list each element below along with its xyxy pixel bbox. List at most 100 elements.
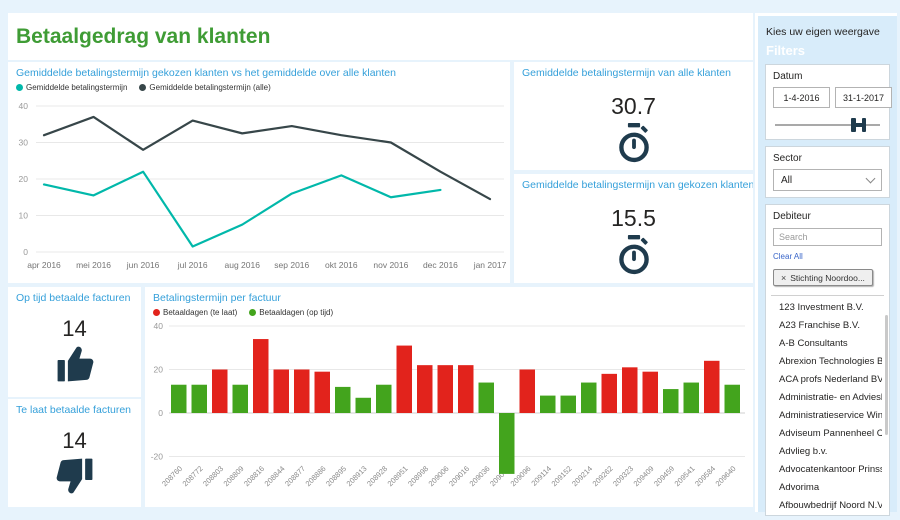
svg-text:208877: 208877 — [283, 464, 307, 488]
debiteur-list-item[interactable]: A-B Consultants — [779, 338, 848, 349]
legend-item: Betaaldagen (op tijd) — [249, 308, 333, 317]
selected-debiteur-chip[interactable]: × Stichting Noordoo... — [773, 269, 873, 286]
date-to-input[interactable] — [835, 87, 892, 108]
slider-handle[interactable] — [851, 118, 867, 132]
svg-text:208951: 208951 — [386, 464, 410, 488]
debiteur-list-item[interactable]: Abrexion Technologies B.V. — [779, 356, 882, 367]
debiteur-search-input[interactable] — [773, 228, 882, 246]
bar[interactable] — [417, 365, 433, 413]
bar[interactable] — [212, 369, 228, 414]
chip-label: Stichting Noordoo... — [790, 272, 865, 283]
legend-item: Gemiddelde betalingstermijn — [16, 83, 127, 92]
bar[interactable] — [294, 369, 310, 414]
svg-text:nov 2016: nov 2016 — [373, 260, 408, 270]
debiteur-list-item[interactable]: ACA profs Nederland BV — [779, 374, 882, 385]
bar[interactable] — [335, 386, 351, 413]
bar[interactable] — [171, 384, 187, 413]
kpi-chosen-value: 15.5 — [611, 205, 656, 231]
svg-text:10: 10 — [19, 211, 29, 221]
svg-text:208760: 208760 — [160, 464, 184, 488]
legend-dot-icon — [249, 309, 257, 316]
date-from-input[interactable] — [773, 87, 830, 108]
bar[interactable] — [314, 371, 331, 413]
svg-text:208913: 208913 — [345, 464, 369, 488]
bar[interactable] — [601, 373, 618, 413]
chevron-down-icon — [865, 173, 876, 183]
svg-text:208809: 208809 — [222, 464, 246, 488]
bar[interactable] — [540, 395, 556, 413]
bar[interactable] — [581, 382, 597, 413]
sector-filter-card: Sector All — [765, 146, 890, 198]
debiteur-list-item[interactable]: Adviseum Pannenheel CV — [779, 428, 882, 439]
debiteur-label: Debiteur — [773, 211, 811, 222]
bar[interactable] — [232, 384, 249, 413]
kpi-card-gekozen-klanten[interactable]: Gemiddelde betalingstermijn van gekozen … — [514, 174, 753, 283]
debiteur-list-item[interactable]: 123 Investment B.V. — [779, 302, 864, 313]
date-range-slider[interactable] — [773, 117, 882, 133]
debiteur-list: 123 Investment B.V. A23 Franchise B.V. A-B… — [773, 299, 882, 516]
svg-text:dec 2016: dec 2016 — [423, 260, 458, 270]
bar[interactable] — [437, 365, 454, 413]
svg-text:209036: 209036 — [468, 464, 492, 488]
svg-text:209262: 209262 — [591, 464, 615, 488]
debiteur-list-item[interactable]: A23 Franchise B.V. — [779, 320, 860, 331]
bar[interactable] — [355, 397, 372, 413]
bar[interactable] — [724, 384, 741, 413]
svg-text:209541: 209541 — [673, 464, 697, 488]
debiteur-list-item[interactable]: Administratieservice Wind... — [779, 410, 882, 421]
svg-text:okt 2016: okt 2016 — [325, 260, 358, 270]
close-icon[interactable]: × — [781, 272, 787, 283]
bar[interactable] — [663, 389, 679, 413]
debiteur-list-item[interactable]: Agrodomotica — [773, 515, 882, 516]
bar[interactable] — [622, 367, 638, 413]
svg-text:40: 40 — [19, 101, 29, 111]
thumbs-down-icon — [56, 458, 92, 494]
slider-track[interactable] — [775, 124, 880, 126]
sector-dropdown[interactable]: All — [773, 169, 882, 191]
bar[interactable] — [704, 360, 720, 413]
debiteur-list-item[interactable]: Advlieg b.v. — [779, 446, 828, 457]
svg-text:mei 2016: mei 2016 — [76, 260, 111, 270]
kpi-all-value: 30.7 — [611, 93, 656, 119]
bar[interactable] — [478, 382, 495, 413]
svg-text:20: 20 — [19, 174, 29, 184]
bar[interactable] — [376, 384, 392, 413]
svg-text:jun 2016: jun 2016 — [126, 260, 160, 270]
bar-chart-card[interactable]: Betalingstermijn per factuur Betaaldagen… — [145, 287, 753, 507]
filter-pane: Kies uw eigen weergave Filters Datum Sec… — [755, 13, 897, 516]
kpi-card-all-klanten[interactable]: Gemiddelde betalingstermijn van alle kla… — [514, 62, 753, 170]
svg-text:20: 20 — [154, 365, 164, 375]
bar[interactable] — [519, 369, 536, 414]
bar[interactable] — [499, 413, 515, 474]
svg-text:208803: 208803 — [201, 464, 225, 488]
bar[interactable] — [458, 365, 474, 413]
stopwatch-icon — [618, 235, 649, 275]
stopwatch-icon — [618, 123, 649, 163]
bar-chart-legend: Betaaldagen (te laat) Betaaldagen (op tij… — [145, 304, 753, 317]
bar[interactable] — [191, 384, 208, 413]
bar[interactable] — [683, 382, 700, 413]
scrollbar[interactable] — [885, 315, 888, 435]
debiteur-list-item[interactable]: Advorima — [779, 482, 820, 493]
bar[interactable] — [396, 345, 413, 413]
bar[interactable] — [253, 339, 269, 413]
svg-text:209214: 209214 — [570, 464, 594, 488]
bar[interactable] — [560, 395, 577, 413]
bar[interactable] — [642, 371, 659, 413]
svg-text:-20: -20 — [151, 452, 164, 462]
svg-text:209409: 209409 — [632, 464, 656, 488]
line-chart-plot: 0 10 20 30 40 apr 2016 mei 2016 jun 2016 jul 201… — [8, 92, 510, 281]
line-chart-legend: Gemiddelde betalingstermijn Gemiddelde be… — [8, 79, 510, 92]
bar[interactable] — [273, 369, 290, 414]
kpi-card-te-laat[interactable]: Te laat betaalde facturen 14 — [8, 399, 141, 507]
debiteur-list-item[interactable]: Afbouwbedrijf Noord N.V. — [779, 500, 882, 511]
ontime-title: Op tijd betaalde facturen — [16, 292, 131, 304]
line-chart-card[interactable]: Gemiddelde betalingstermijn gekozen klan… — [8, 62, 510, 283]
clear-all-link[interactable]: Clear All — [773, 252, 803, 261]
kpi-card-op-tijd[interactable]: Op tijd betaalde facturen 14 — [8, 287, 141, 397]
svg-text:209006: 209006 — [427, 464, 451, 488]
filters-header: Filters — [766, 43, 806, 58]
debiteur-list-item[interactable]: Administratie- en Adviesb... — [779, 392, 882, 403]
title-card: Betaalgedrag van klanten — [8, 13, 753, 60]
debiteur-list-item[interactable]: Advocatenkantoor Prinssen — [779, 464, 882, 475]
